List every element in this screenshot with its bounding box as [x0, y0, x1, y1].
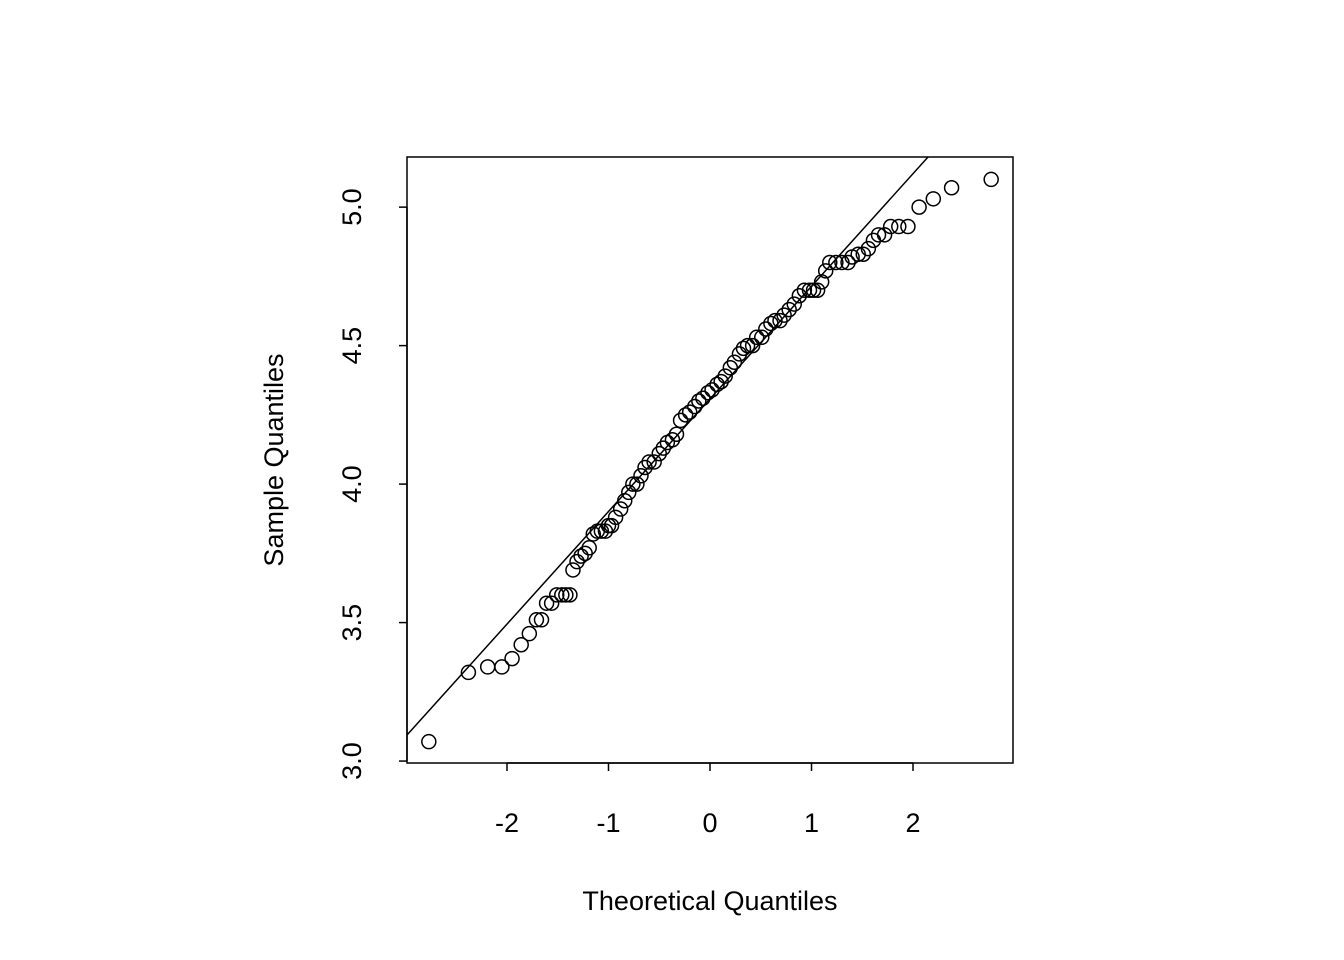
point	[695, 390, 711, 406]
point	[629, 476, 645, 492]
point	[876, 227, 893, 243]
point	[776, 307, 792, 323]
point	[504, 650, 520, 667]
point	[900, 218, 916, 235]
point	[813, 274, 830, 290]
x-tick-label: 1	[804, 808, 819, 838]
point	[543, 595, 560, 611]
x-tick-label: 0	[702, 808, 717, 838]
y-tick-label: 3.5	[337, 604, 367, 642]
x-axis-title: Theoretical Quantiles	[582, 886, 837, 916]
point	[767, 312, 783, 329]
point	[562, 587, 578, 603]
point	[460, 664, 477, 681]
point	[744, 337, 761, 354]
point	[494, 659, 510, 675]
point	[691, 393, 707, 409]
reference-line	[406, 156, 929, 736]
point	[585, 526, 602, 542]
point	[558, 587, 574, 603]
x-tick-label: 2	[905, 808, 920, 838]
y-tick-label: 4.5	[337, 327, 367, 365]
point	[616, 492, 633, 509]
point	[748, 329, 765, 346]
point	[681, 404, 698, 420]
y-tick-label: 4.0	[337, 465, 367, 503]
point	[528, 612, 545, 628]
point	[726, 354, 743, 370]
point	[607, 509, 624, 526]
point	[538, 595, 555, 611]
point	[625, 476, 641, 492]
point	[672, 412, 689, 429]
point	[754, 329, 770, 346]
point	[796, 282, 813, 298]
point	[805, 282, 822, 298]
y-tick-label: 3.0	[337, 742, 367, 780]
point	[677, 407, 694, 423]
point	[633, 468, 649, 484]
point	[717, 368, 733, 384]
point	[646, 454, 662, 470]
point	[565, 562, 581, 578]
point	[911, 199, 927, 215]
point	[554, 587, 570, 603]
point	[801, 282, 818, 298]
point	[943, 179, 960, 196]
point	[641, 454, 657, 470]
point	[855, 246, 872, 262]
point	[612, 501, 629, 517]
point	[700, 384, 716, 401]
point	[925, 191, 942, 207]
point	[758, 321, 774, 337]
point	[870, 227, 887, 243]
point	[709, 376, 725, 393]
point	[828, 254, 844, 271]
point	[548, 587, 565, 603]
point	[513, 636, 529, 653]
point	[763, 315, 779, 332]
point	[817, 263, 834, 279]
y-tick-label: 5.0	[337, 188, 367, 226]
point	[860, 240, 877, 257]
point	[573, 548, 589, 564]
point	[621, 484, 637, 501]
point	[704, 382, 720, 398]
point	[739, 337, 756, 354]
point	[882, 218, 899, 235]
point	[822, 254, 838, 271]
point	[479, 659, 496, 675]
x-tick-label: -1	[596, 808, 620, 838]
point	[891, 218, 907, 235]
point	[581, 540, 597, 556]
point	[786, 296, 803, 312]
y-axis-title: Sample Quantiles	[259, 353, 289, 566]
point	[603, 517, 620, 534]
point	[809, 282, 826, 298]
point	[781, 301, 797, 318]
point	[533, 612, 550, 628]
point	[668, 426, 685, 442]
point	[421, 733, 437, 750]
x-tick-label: -2	[495, 808, 519, 838]
point	[521, 625, 538, 642]
point	[983, 171, 999, 188]
point	[735, 340, 752, 357]
